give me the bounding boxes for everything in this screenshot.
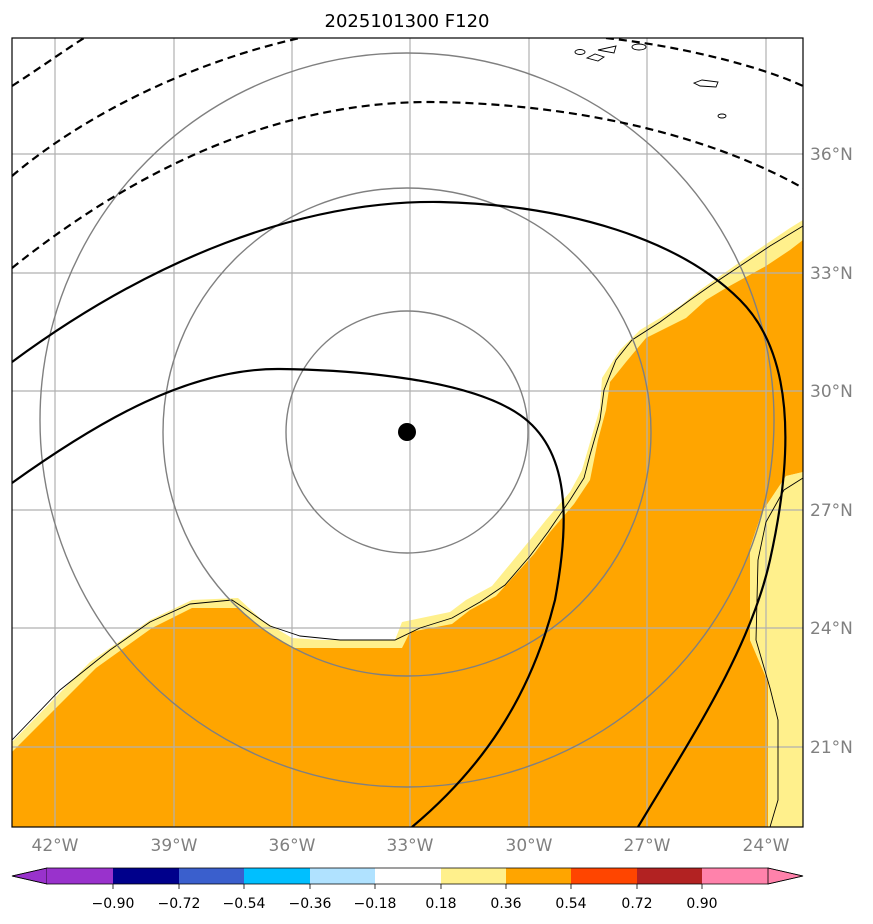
colorbar-outline	[11, 867, 804, 885]
storm-center-marker	[398, 423, 416, 441]
range-ring-outer	[39, 52, 775, 788]
lon-label-39w: 39°W	[151, 836, 198, 856]
coastline-east	[755, 477, 803, 827]
colorbar-segment-3	[244, 868, 310, 884]
lon-label-36w: 36°W	[269, 836, 316, 856]
lat-label-27n: 27°N	[810, 501, 853, 521]
colorbar-segment-4	[310, 868, 375, 884]
lon-label-24w: 24°W	[743, 836, 790, 856]
colorbar-segment-8	[571, 868, 637, 884]
contour-dashed-1	[12, 100, 803, 269]
lon-label-30w: 30°W	[506, 836, 553, 856]
colorbar-tick-label: −0.54	[223, 896, 266, 912]
range-ring-middle	[162, 187, 652, 677]
graticule	[12, 38, 803, 827]
colorbar-tick-label: −0.72	[158, 896, 201, 912]
lon-label-33w: 33°W	[387, 836, 434, 856]
colorbar-segment-6	[441, 868, 506, 884]
lat-label-24n: 24°N	[810, 619, 853, 639]
colorbar-segment-0-body	[47, 868, 113, 884]
colorbar-segment-10-body	[702, 868, 768, 884]
island-3	[597, 45, 617, 54]
figure-title: 2025101300 F120	[325, 11, 490, 32]
contour-solid-outer	[12, 200, 787, 827]
colorbar-tick-label: 0.54	[555, 896, 586, 912]
colorbar-ticks	[112, 884, 703, 889]
colorbar-segment-7	[506, 868, 571, 884]
contour-solid-inner	[12, 367, 565, 827]
island-4	[631, 43, 647, 51]
colorbar-tick-label: 0.72	[621, 896, 652, 912]
colorbar-tick-label: 0.18	[425, 896, 456, 912]
contour-dashed-4	[12, 38, 85, 87]
colorbar-tick-label: −0.90	[92, 896, 135, 912]
contour-dashed-2	[12, 38, 301, 177]
colorbar-segment-9	[637, 868, 702, 884]
latitude-labels: 21°N 24°N 27°N 30°N 33°N 36°N	[810, 145, 853, 758]
filled-field	[12, 240, 803, 827]
lat-label-33n: 33°N	[810, 264, 853, 284]
colorbar-segment-2	[179, 868, 244, 884]
range-ring-inner	[285, 310, 529, 554]
longitude-labels: 42°W 39°W 36°W 33°W 30°W 27°W 24°W	[32, 836, 790, 856]
range-rings	[39, 52, 775, 788]
solid-contours	[12, 200, 787, 827]
filled-field-edge-east	[750, 472, 803, 827]
map-frame	[11, 37, 804, 828]
coastline-west	[12, 225, 803, 741]
island-5	[692, 79, 719, 88]
colorbar-tick-label: −0.36	[289, 896, 332, 912]
colorbar-tick-label: 0.90	[686, 896, 717, 912]
lon-label-27w: 27°W	[624, 836, 671, 856]
lon-label-42w: 42°W	[32, 836, 79, 856]
colorbar-segment-0	[11, 867, 48, 885]
contour-dashed-3	[605, 38, 803, 87]
map-area	[12, 38, 803, 827]
lat-label-36n: 36°N	[810, 145, 853, 165]
island-2	[585, 53, 606, 62]
colorbar: −0.90 −0.72 −0.54 −0.36 −0.18 0.18 0.36 …	[11, 867, 804, 912]
colorbar-tick-label: 0.36	[490, 896, 521, 912]
coastline	[12, 43, 803, 827]
island-1	[574, 49, 586, 55]
lat-label-21n: 21°N	[810, 738, 853, 758]
dashed-contours	[12, 38, 803, 269]
island-6	[717, 113, 727, 119]
colorbar-segment-10	[767, 867, 804, 885]
colorbar-segment-1	[113, 868, 179, 884]
colorbar-tick-label: −0.18	[354, 896, 397, 912]
lat-label-30n: 30°N	[810, 382, 853, 402]
colorbar-segment-5	[375, 868, 441, 884]
